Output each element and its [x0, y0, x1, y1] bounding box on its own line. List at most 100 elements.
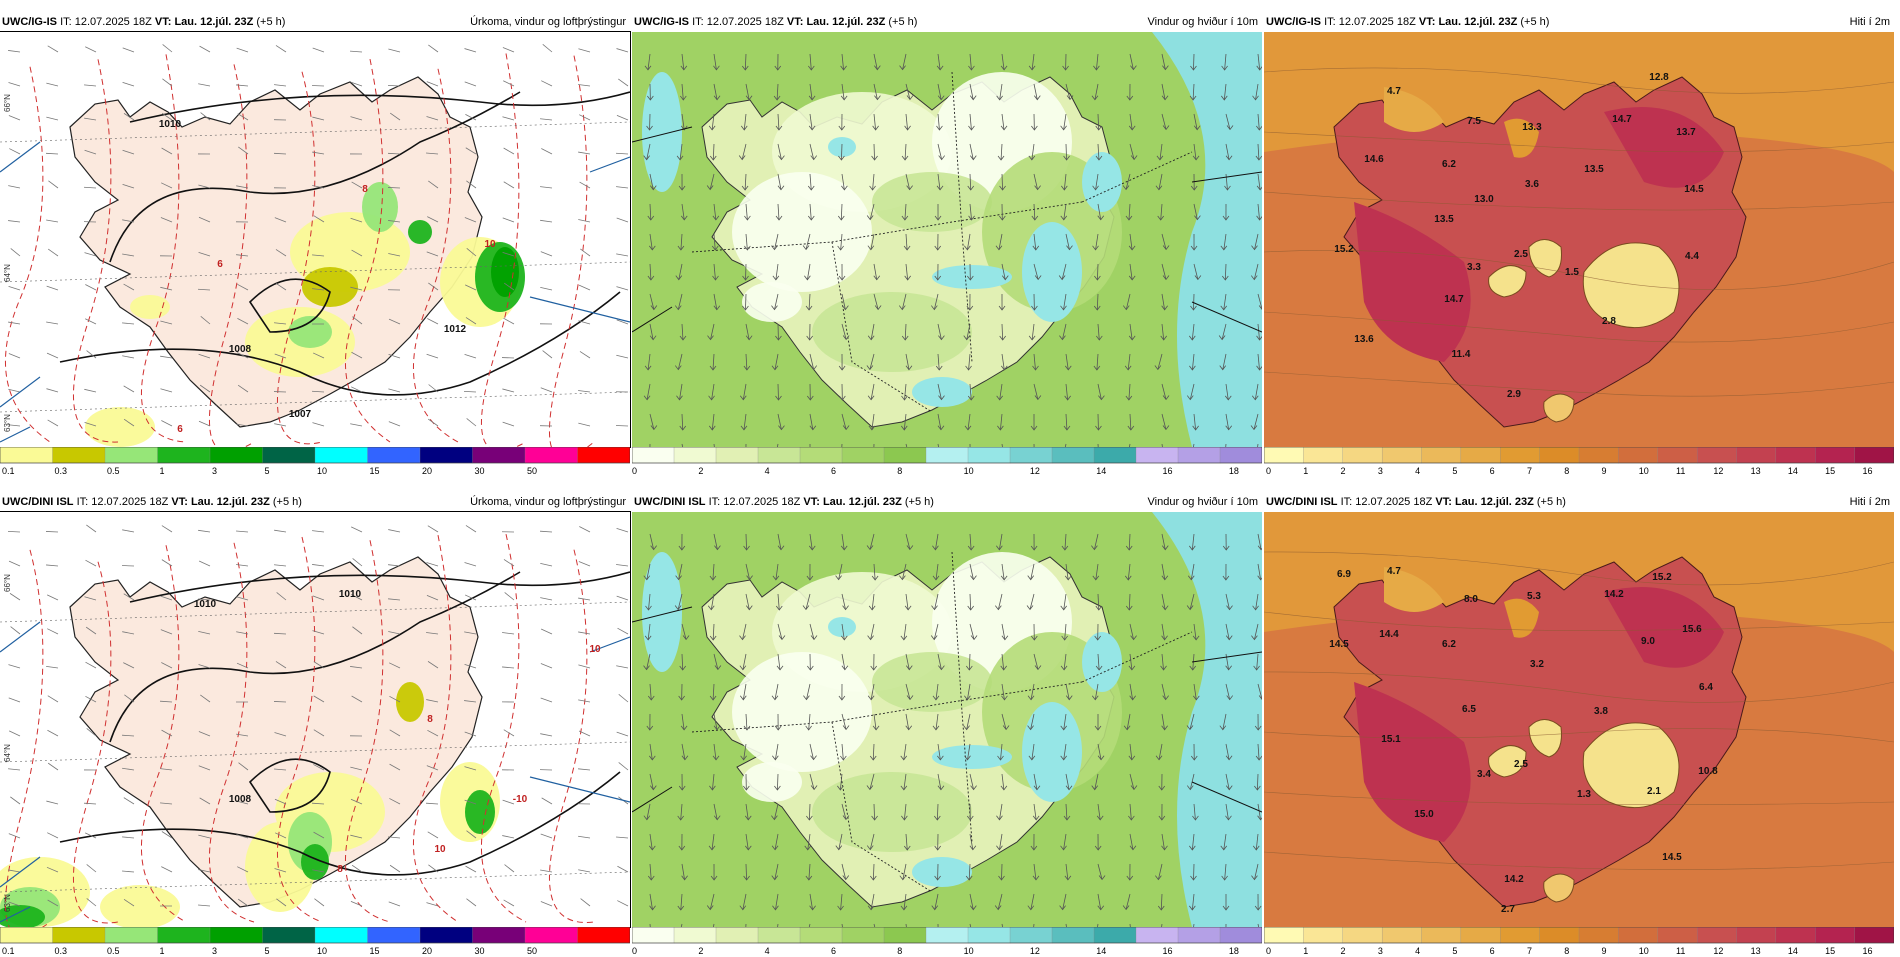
colorbar-tick-label: 12	[1030, 466, 1040, 476]
colorbar-swatch	[1220, 447, 1262, 463]
contour-value-label: 10	[484, 239, 496, 250]
colorbar-swatch	[1010, 927, 1053, 943]
panel-header: UWC/IG-IS IT: 12.07.2025 18Z VT: Lau. 12…	[632, 12, 1262, 32]
wind-speed-area	[812, 292, 972, 372]
map-panel-wind: UWC/IG-IS IT: 12.07.2025 18Z VT: Lau. 12…	[632, 12, 1262, 477]
temperature-value-label: 3.6	[1525, 179, 1539, 190]
lead-time: (+5 h)	[273, 496, 302, 508]
temperature-value-label: 15.1	[1381, 734, 1401, 745]
colorbar-tick-label: 7	[1527, 946, 1532, 956]
temperature-value-label: 11.4	[1452, 349, 1471, 360]
map-canvas[interactable]	[632, 32, 1262, 447]
colorbar-tick-label: 10	[964, 946, 974, 956]
temperature-value-label: 13.0	[1474, 194, 1494, 205]
init-time-label: IT:	[692, 16, 704, 28]
contour-value-label: 10	[434, 844, 446, 855]
contour-value-label: 1008	[229, 344, 252, 355]
gust-area	[932, 265, 1012, 289]
map-svg[interactable]	[632, 32, 1262, 447]
temperature-value-label: 4.7	[1387, 566, 1401, 577]
temperature-value-label: 14.7	[1612, 114, 1632, 125]
wind-arrow	[745, 294, 746, 310]
colorbar-tick-label: 2	[1341, 946, 1346, 956]
colorbar-tick-label: 10	[964, 466, 974, 476]
colorbar-swatch	[1461, 447, 1501, 463]
temperature-value-label: 13.6	[1354, 334, 1374, 345]
temperature-value-label: 2.9	[1507, 389, 1521, 400]
colorbar-swatch	[420, 927, 473, 943]
colorbar-swatch	[800, 927, 843, 943]
colorbar-tick-label: 0.3	[55, 946, 68, 956]
map-panel-temp: UWC/IG-IS IT: 12.07.2025 18Z VT: Lau. 12…	[1264, 12, 1894, 477]
contour-value-label: 1007	[289, 409, 312, 420]
temperature-value-label: 4.7	[1387, 86, 1401, 97]
colorbar-swatch	[1094, 447, 1137, 463]
contour-value-label: -10	[513, 794, 528, 805]
panel-run-info: UWC/DINI ISL IT: 12.07.2025 18Z VT: Lau.…	[634, 496, 934, 508]
map-svg[interactable]	[632, 512, 1262, 927]
colorbar-tick-label: 0	[632, 466, 637, 476]
colorbar-swatch	[1540, 447, 1580, 463]
colorbar-swatch	[632, 927, 675, 943]
colorbar-tick-label: 16	[1163, 946, 1173, 956]
map-canvas[interactable]	[632, 512, 1262, 927]
panel-title: Úrkoma, vindur og loftþrýstingur	[470, 496, 626, 508]
colorbar-swatch	[842, 927, 885, 943]
wind-speed-area	[872, 172, 992, 232]
temperature-value-label: 5.3	[1527, 591, 1541, 602]
valid-time-label: VT:	[803, 496, 820, 508]
colorbar-swatch	[968, 927, 1011, 943]
contour-value-label: 6	[177, 424, 183, 435]
contour-value-label: 1012	[444, 324, 467, 335]
gust-area	[828, 617, 856, 637]
colorbar-swatch	[926, 447, 969, 463]
colorbar-swatch	[716, 927, 759, 943]
init-time-label: IT:	[77, 496, 89, 508]
temperature-value-label: 14.6	[1364, 154, 1384, 165]
precip-area	[408, 220, 432, 244]
temperature-value-label: 14.5	[1684, 184, 1704, 195]
wind-speed-area	[732, 652, 872, 772]
temperature-value-label: 2.7	[1501, 904, 1515, 915]
colorbar-tick-label: 0.1	[2, 946, 15, 956]
precip-area	[491, 247, 519, 297]
lead-time: (+5 h)	[1537, 496, 1566, 508]
valid-time-value: Lau. 12.júl. 23Z	[1438, 16, 1517, 28]
colorbar-tick-label: 15	[1825, 466, 1835, 476]
colorbar-swatch	[0, 447, 53, 463]
colorbar-swatch	[1382, 447, 1422, 463]
colorbar-tick-label: 1	[160, 466, 165, 476]
precip-area	[288, 316, 332, 348]
latitude-label: 66°N	[3, 574, 12, 592]
panel-title: Hiti í 2m	[1850, 16, 1890, 28]
colorbar-swatch	[53, 447, 106, 463]
init-time-label: IT:	[1341, 496, 1353, 508]
valid-time-label: VT:	[155, 16, 172, 28]
temperature-value-label: 15.0	[1414, 809, 1434, 820]
colorbar-swatch	[1136, 927, 1179, 943]
contour-value-label: 8	[337, 864, 343, 875]
colorbar-tick-label: 6	[1490, 466, 1495, 476]
colorbar-tick-label: 4	[765, 466, 770, 476]
wind-speed-area	[742, 282, 802, 322]
colorbar-swatch	[1422, 447, 1462, 463]
colorbar-tick-label: 2	[698, 946, 703, 956]
lead-time: (+5 h)	[888, 16, 917, 28]
panel-title: Vindur og hviður í 10m	[1148, 16, 1258, 28]
colorbar-swatch	[158, 927, 211, 943]
colorbar-swatch	[1618, 927, 1658, 943]
colorbar-tick-label: 10	[317, 466, 327, 476]
wind-barb	[616, 425, 628, 426]
panel-title: Vindur og hviður í 10m	[1148, 496, 1258, 508]
temperature-value-label: 6.4	[1699, 682, 1713, 693]
